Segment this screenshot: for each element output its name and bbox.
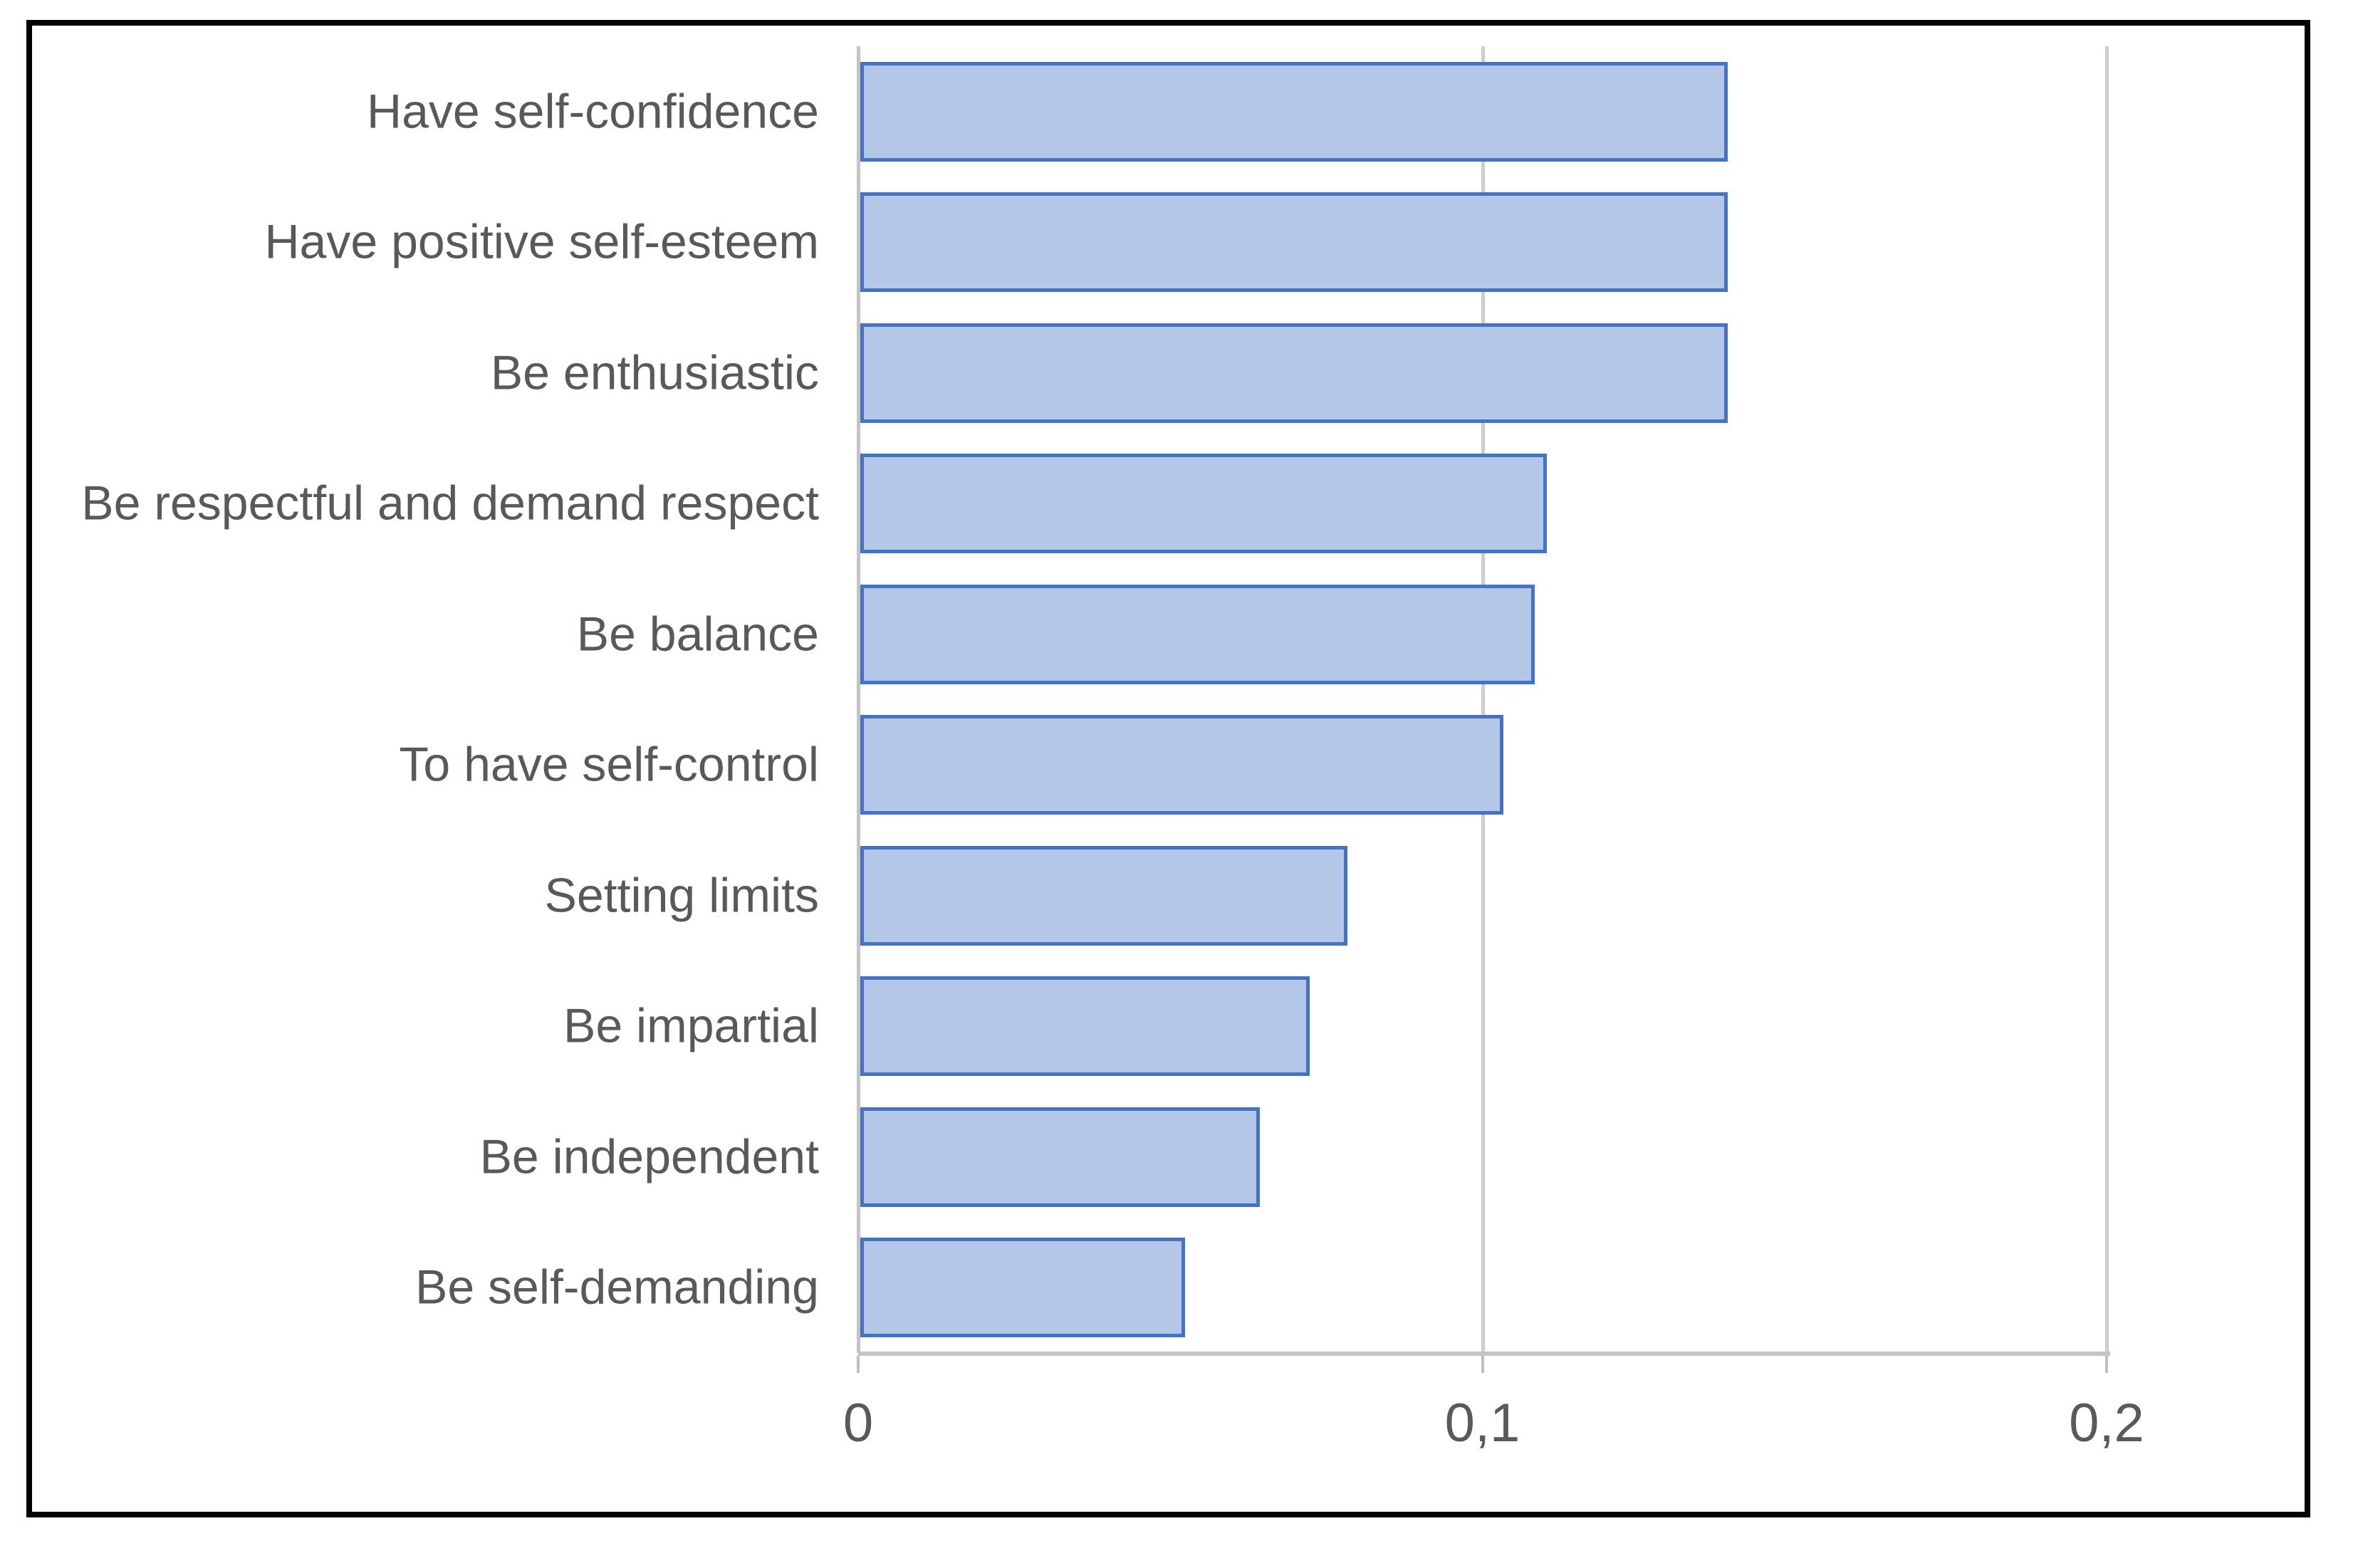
x-tick-mark [2105, 1356, 2108, 1373]
category-label: Have self-confidence [366, 84, 819, 139]
category-label: Be respectful and demand respect [81, 476, 819, 530]
bar-2 [860, 192, 1728, 293]
bar-1 [860, 61, 1728, 162]
category-label: Be impartial [563, 998, 819, 1053]
chart-row: To have self-control [0, 700, 2358, 831]
category-label: Have positive self-esteem [264, 214, 819, 269]
category-label: Setting limits [544, 868, 819, 923]
bar-5 [860, 584, 1535, 684]
category-label: Be enthusiastic [490, 345, 819, 400]
gridline-0,1 [1481, 46, 1485, 1353]
bar-9 [860, 1107, 1260, 1207]
bar-7 [860, 845, 1347, 946]
bar-3 [860, 323, 1728, 423]
chart-row: Be enthusiastic [0, 308, 2358, 439]
chart-row: Be impartial [0, 961, 2358, 1092]
bar-8 [860, 976, 1310, 1077]
bar-10 [860, 1238, 1185, 1338]
category-label: To have self-control [399, 737, 819, 792]
chart-row: Be respectful and demand respect [0, 439, 2358, 570]
x-tick-label: 0,2 [2069, 1393, 2144, 1453]
category-label: Be self-demanding [414, 1260, 819, 1314]
chart-row: Setting limits [0, 830, 2358, 961]
bar-6 [860, 715, 1503, 815]
x-tick-mark [1481, 1356, 1484, 1373]
chart-row: Have self-confidence [0, 46, 2358, 177]
chart-row: Be balance [0, 569, 2358, 700]
chart-row: Be independent [0, 1092, 2358, 1223]
bar-4 [860, 454, 1548, 554]
y-axis-line [857, 46, 860, 1353]
category-label: Be independent [479, 1129, 819, 1184]
chart-row: Have positive self-esteem [0, 177, 2358, 308]
chart-row: Be self-demanding [0, 1223, 2358, 1354]
x-tick-label: 0 [842, 1393, 874, 1453]
x-axis-line [858, 1352, 2110, 1356]
x-tick-label: 0,1 [1444, 1393, 1520, 1453]
category-label: Be balance [576, 607, 819, 662]
gridline-0,2 [2105, 46, 2109, 1353]
x-tick-mark [857, 1356, 860, 1373]
